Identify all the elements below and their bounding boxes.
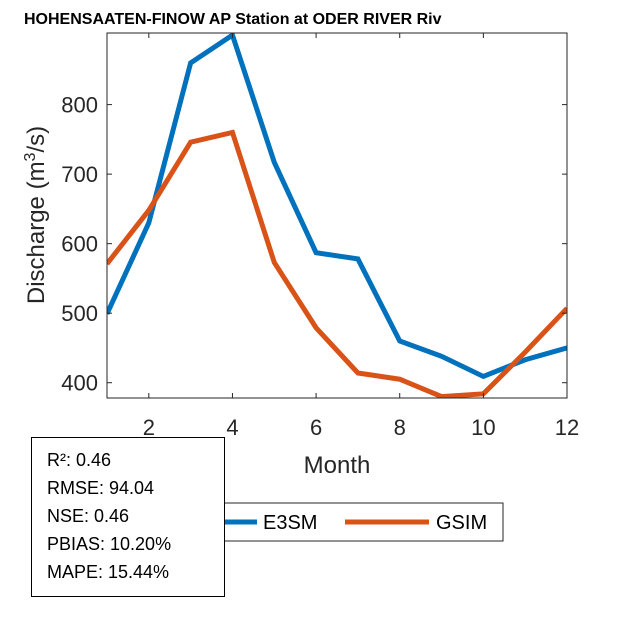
axes-layer: 2 4 6 8 10 12 400 500 600 700 800 — [61, 32, 579, 440]
stat-nse: NSE: 0.46 — [47, 506, 130, 526]
y-axis-label-sup: 3 — [22, 152, 39, 161]
x-tick-label: 4 — [226, 415, 238, 440]
stat-mape: MAPE: 15.44% — [47, 562, 170, 582]
y-axis-label-pre: Discharge (m — [23, 161, 50, 304]
stat-pbias: PBIAS: 10.20% — [47, 534, 172, 554]
stats-box: R²: 0.46 RMSE: 94.04 NSE: 0.46 PBIAS: 10… — [31, 437, 225, 597]
legend-label-e3sm: E3SM — [263, 512, 317, 534]
x-axis-label: Month — [304, 452, 371, 479]
y-tick-label: 400 — [61, 371, 98, 396]
x-tick-label: 2 — [143, 415, 155, 440]
legend-label-gsim: GSIM — [436, 512, 487, 534]
stat-rmse: RMSE: 94.04 — [47, 478, 155, 498]
x-tick-label: 12 — [555, 415, 579, 440]
x-tick-label: 10 — [471, 415, 495, 440]
y-tick-label: 800 — [61, 93, 98, 118]
plot-area — [107, 33, 567, 398]
series-line-gsim — [107, 129, 567, 398]
y-tick-label: 500 — [61, 301, 98, 326]
axes-box — [106, 32, 568, 399]
y-tick-label: 600 — [61, 232, 98, 257]
chart-title: HOHENSAATEN-FINOW AP Station at ODER RIV… — [24, 11, 442, 28]
series-layer — [107, 33, 567, 398]
x-tick-label: 6 — [310, 415, 322, 440]
x-tick-label: 8 — [394, 415, 406, 440]
plot-background — [107, 33, 567, 398]
y-axis-label-post: /s) — [23, 126, 50, 153]
legend: E3SM GSIM — [182, 502, 504, 542]
y-axis-label: Discharge (m3/s) — [22, 126, 50, 304]
stat-r2: R²: 0.46 — [47, 450, 112, 470]
y-tick-label: 700 — [61, 162, 98, 187]
series-line-e3sm — [107, 33, 567, 380]
